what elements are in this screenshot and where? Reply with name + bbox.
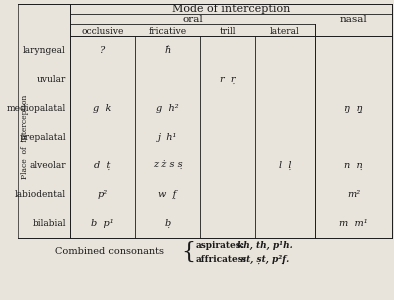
Text: r  ṛ: r ṛ bbox=[220, 75, 235, 84]
Text: b  p¹: b p¹ bbox=[91, 219, 114, 228]
Text: aspirates:: aspirates: bbox=[196, 241, 245, 250]
Text: Place  of  interception: Place of interception bbox=[21, 95, 29, 179]
Text: prepalatal: prepalatal bbox=[19, 133, 66, 142]
Text: m²: m² bbox=[347, 190, 360, 199]
Text: j  h¹: j h¹ bbox=[158, 133, 177, 142]
Text: z ż s ṣ: z ż s ṣ bbox=[153, 161, 182, 170]
Text: trill: trill bbox=[219, 26, 236, 35]
Text: lateral: lateral bbox=[270, 26, 300, 35]
Text: nasal: nasal bbox=[340, 16, 367, 25]
Text: Mode of interception: Mode of interception bbox=[172, 4, 290, 14]
Text: ḅ: ḅ bbox=[164, 219, 171, 228]
Text: alveolar: alveolar bbox=[30, 161, 66, 170]
Text: fricative: fricative bbox=[149, 26, 187, 35]
Text: {: { bbox=[181, 241, 195, 263]
Text: oral: oral bbox=[182, 14, 203, 23]
Text: laryngeal: laryngeal bbox=[23, 46, 66, 55]
Text: l  ḷ: l ḷ bbox=[279, 161, 291, 170]
Text: ŋ  ŋ̱: ŋ ŋ̱ bbox=[344, 103, 363, 112]
Text: ?: ? bbox=[100, 46, 105, 55]
Text: d  ṭ: d ṭ bbox=[94, 161, 111, 170]
Text: g  k: g k bbox=[93, 103, 112, 112]
Text: kh, th, p¹h.: kh, th, p¹h. bbox=[237, 241, 293, 250]
Text: st, ṣt, p²f̣.: st, ṣt, p²f̣. bbox=[241, 254, 289, 264]
Text: Combined consonants: Combined consonants bbox=[55, 248, 164, 256]
Text: g  h²: g h² bbox=[156, 103, 179, 112]
Text: w  f̣: w f̣ bbox=[158, 190, 177, 199]
Text: n  ṇ: n ṇ bbox=[344, 161, 363, 170]
Text: bilabial: bilabial bbox=[32, 219, 66, 228]
Text: affricates:: affricates: bbox=[196, 254, 247, 263]
Text: occlusive: occlusive bbox=[81, 26, 124, 35]
Text: labiodental: labiodental bbox=[15, 190, 66, 199]
Text: m  m¹: m m¹ bbox=[339, 219, 368, 228]
Text: uvular: uvular bbox=[37, 75, 66, 84]
Text: p²: p² bbox=[97, 190, 108, 199]
Text: ĥ: ĥ bbox=[164, 46, 171, 55]
Text: mediopalatal: mediopalatal bbox=[7, 103, 66, 112]
